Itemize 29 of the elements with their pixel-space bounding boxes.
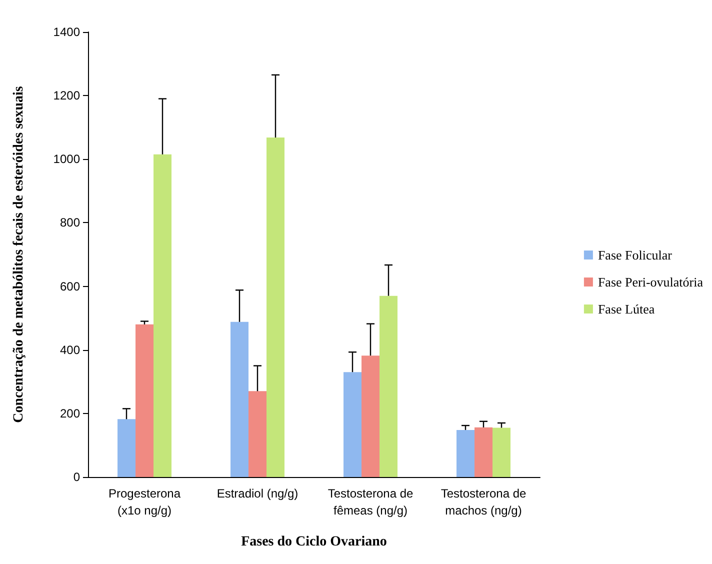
y-tick-label: 1200	[53, 88, 80, 103]
bar	[474, 427, 492, 477]
bar	[492, 428, 510, 477]
x-tick-label: Testosterona de machos (ng/g)	[440, 486, 527, 518]
bar	[344, 372, 362, 477]
x-tick-label: Testosterona de fêmeas (ng/g)	[328, 486, 414, 518]
bar	[380, 296, 398, 477]
y-tick-label: 600	[60, 279, 80, 294]
bar	[362, 356, 380, 477]
x-tick-label: Progesterona (x1o ng/g)	[108, 486, 181, 518]
bar	[118, 419, 136, 477]
y-tick-label: 200	[60, 406, 80, 420]
bar	[456, 430, 474, 477]
y-tick-label: 1400	[53, 25, 80, 39]
x-axis-title: Fases do Ciclo Ovariano	[241, 534, 387, 550]
bar	[136, 324, 154, 477]
legend-label: Fase Folicular	[598, 248, 673, 262]
legend-label: Fase Lútea	[598, 302, 655, 316]
bar	[266, 138, 284, 477]
bar	[230, 322, 248, 477]
y-tick-label: 400	[60, 342, 80, 357]
bar	[154, 154, 172, 477]
legend-label: Fase Peri-ovulatória	[598, 274, 704, 290]
y-tick-label: 0	[73, 470, 80, 484]
y-tick-label: 800	[60, 216, 80, 230]
y-axis-title: Concentração de metabólitos fecais de esteróides sexuais	[12, 86, 26, 423]
bar	[248, 391, 266, 477]
x-tick-label: Estradiol (ng/g)	[216, 486, 298, 500]
y-tick-label: 1000	[53, 152, 80, 166]
